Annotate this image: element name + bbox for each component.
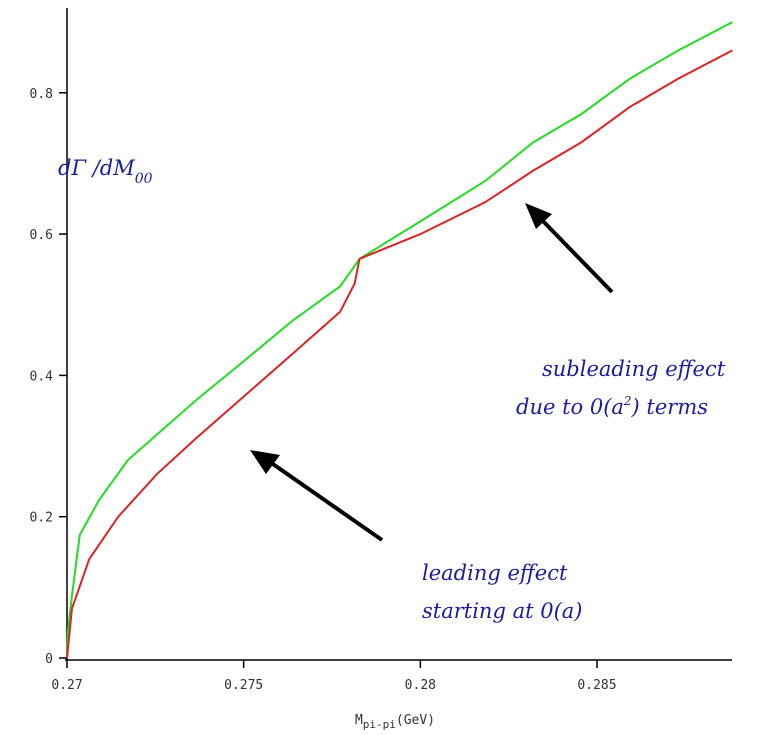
arrowhead: [525, 203, 552, 229]
line: [66, 49, 733, 659]
annotation: due to 0(a2) terms: [516, 394, 708, 419]
annotation: starting at 0(a): [422, 599, 582, 623]
annotation: subleading effect: [542, 357, 726, 381]
annotation: leading effect: [422, 561, 568, 585]
x-tick-label: 0.28: [405, 678, 436, 693]
arrow: [268, 216, 614, 542]
y-tick-label: 0.2: [30, 511, 53, 526]
y-axis-label: dΓ /dM00: [58, 156, 153, 187]
y-tick-label: 0: [45, 652, 53, 667]
y-tick-label: 0.6: [30, 228, 53, 243]
x-tick-label: 0.275: [224, 678, 263, 693]
y-tick-label: 0.8: [30, 87, 53, 102]
x-tick-label: 0.27: [51, 678, 82, 693]
x-tick-label: 0.285: [577, 678, 616, 693]
y-tick-label: 0.4: [30, 369, 54, 384]
arrowhead: [250, 450, 280, 474]
line: [66, 21, 733, 659]
x-axis-label: Mpi-pi(GeV): [355, 713, 435, 731]
